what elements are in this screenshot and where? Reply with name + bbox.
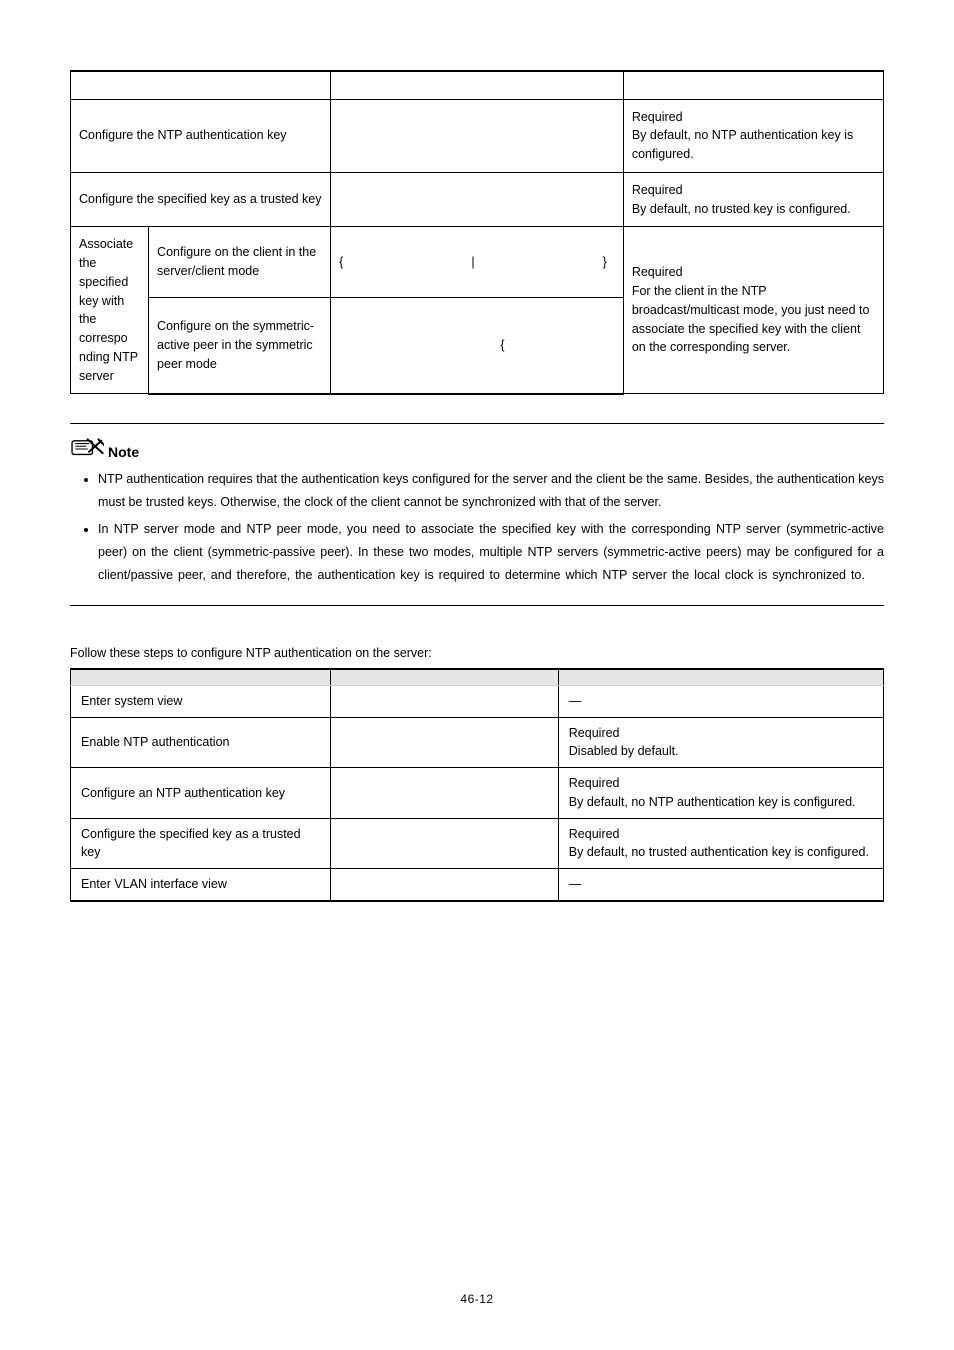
brace-text: }	[603, 253, 607, 272]
table2-cell: Required By default, no NTP authenticati…	[558, 768, 883, 819]
ntp-auth-table: Configure the NTP authentication key Req…	[70, 70, 884, 395]
table2-head	[71, 669, 331, 685]
description-text: By default, no NTP authentication key is…	[632, 128, 853, 161]
table2-cell: Configure an NTP authentication key	[71, 768, 331, 819]
description-text: By default, no trusted authentication ke…	[569, 845, 869, 859]
note-block: Note NTP authentication requires that th…	[70, 423, 884, 607]
note-list: NTP authentication requires that the aut…	[70, 468, 884, 588]
divider	[70, 423, 884, 424]
table1-cell: Configure on the symmetric-active peer i…	[149, 298, 331, 394]
table2-cell: —	[558, 869, 883, 901]
description-text: Disabled by default.	[569, 744, 679, 758]
required-label: Required	[632, 183, 683, 197]
pipe-text: |	[471, 253, 474, 272]
lead-text: Follow these steps to configure NTP auth…	[70, 646, 884, 660]
required-label: Required	[569, 726, 620, 740]
table1-cell: { | }	[331, 227, 624, 298]
required-label: Required	[632, 110, 683, 124]
table1-cell: Required By default, no trusted key is c…	[623, 172, 883, 227]
note-bullet: NTP authentication requires that the aut…	[98, 468, 884, 514]
note-bullet: In NTP server mode and NTP peer mode, yo…	[98, 518, 884, 587]
table1-cell: Configure on the client in the server/cl…	[149, 227, 331, 298]
required-label: Required	[632, 265, 683, 279]
table1-cell: {	[331, 298, 624, 394]
divider	[70, 605, 884, 606]
table1-cell: Required For the client in the NTP broad…	[623, 227, 883, 394]
table2-head	[331, 669, 559, 685]
table2-cell: Enter system view	[71, 685, 331, 717]
table1-cell: Required By default, no NTP authenticati…	[623, 99, 883, 172]
table2-cell	[331, 818, 559, 869]
table2-cell: Required Disabled by default.	[558, 717, 883, 768]
table2-cell: —	[558, 685, 883, 717]
page-number: 46-12	[0, 1292, 954, 1306]
table2-cell	[331, 869, 559, 901]
table1-cell	[331, 99, 624, 172]
table2-cell	[331, 717, 559, 768]
table2-cell	[331, 685, 559, 717]
table2-cell: Enable NTP authentication	[71, 717, 331, 768]
table1-cell: Configure the NTP authentication key	[71, 99, 331, 172]
table2-cell: Required By default, no trusted authenti…	[558, 818, 883, 869]
table2-cell: Configure the specified key as a trusted…	[71, 818, 331, 869]
note-icon	[70, 438, 104, 460]
table1-cell	[331, 172, 624, 227]
table1-cell: Associate the specified key with the cor…	[71, 227, 149, 394]
table2-cell: Enter VLAN interface view	[71, 869, 331, 901]
required-label: Required	[569, 827, 620, 841]
required-label: Required	[569, 776, 620, 790]
note-header: Note	[70, 438, 884, 460]
table1-cell: Configure the specified key as a trusted…	[71, 172, 331, 227]
note-title: Note	[108, 444, 139, 460]
table2-cell	[331, 768, 559, 819]
brace-text: {	[339, 253, 343, 272]
description-text: By default, no trusted key is configured…	[632, 202, 851, 216]
description-text: For the client in the NTP broadcast/mult…	[632, 284, 870, 354]
brace-text: {	[339, 336, 615, 355]
description-text: By default, no NTP authentication key is…	[569, 795, 856, 809]
ntp-server-steps-table: Enter system view — Enable NTP authentic…	[70, 668, 884, 902]
table2-head	[558, 669, 883, 685]
